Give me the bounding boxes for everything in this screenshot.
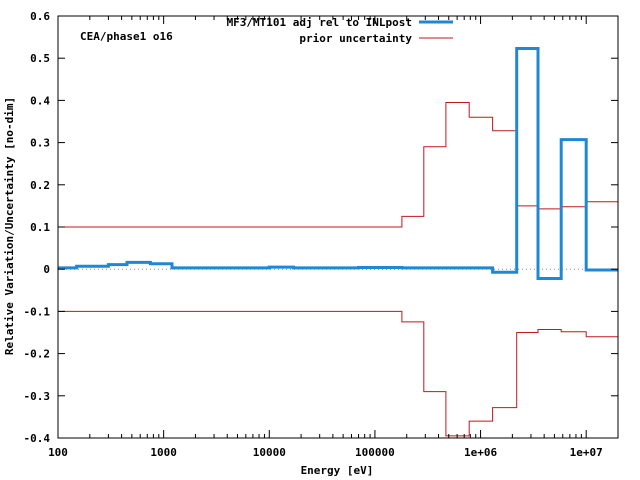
y-tick-label: 0.2 [30,179,50,192]
y-tick-label: -0.3 [24,390,51,403]
y-axis-label: Relative Variation/Uncertainty [no-dim] [3,97,16,355]
y-tick-label: -0.2 [24,348,51,361]
x-tick-label: 1000 [150,446,177,459]
y-tick-label: -0.1 [24,305,51,318]
y-tick-label: -0.4 [24,432,51,445]
x-axis-label: Energy [eV] [301,464,374,477]
legend: MF3/MT101 adj rel to INLpost prior uncer… [227,16,453,45]
series-prior-uncertainty-upper [58,102,618,228]
y-tick-label: 0.3 [30,137,50,150]
y-tick-label: 0.5 [30,52,50,65]
y-tick-label: 0.6 [30,10,50,23]
y-tick-label: 0.4 [30,94,50,107]
x-tick-label: 1e+06 [464,446,497,459]
x-tick-label: 100000 [355,446,395,459]
chart-annotation: CEA/phase1 o16 [80,30,173,43]
y-tick-label: 0.1 [30,221,50,234]
y-tick-label: 0 [43,263,50,276]
ticks-layer [57,15,618,439]
series-layer [58,47,618,437]
x-tick-label: 10000 [253,446,286,459]
x-tick-label: 100 [48,446,68,459]
labels-layer: -0.4 -0.3 -0.2 -0.1 0 0.1 0.2 0.3 0.4 0.5 0.6 100 10… [24,10,603,459]
legend-label-adjustment: MF3/MT101 adj rel to INLpost [227,16,412,29]
series-adjustment [58,47,618,280]
series-prior-uncertainty-lower [58,310,618,437]
legend-label-prior-uncertainty: prior uncertainty [299,32,412,45]
x-tick-label: 1e+07 [570,446,603,459]
